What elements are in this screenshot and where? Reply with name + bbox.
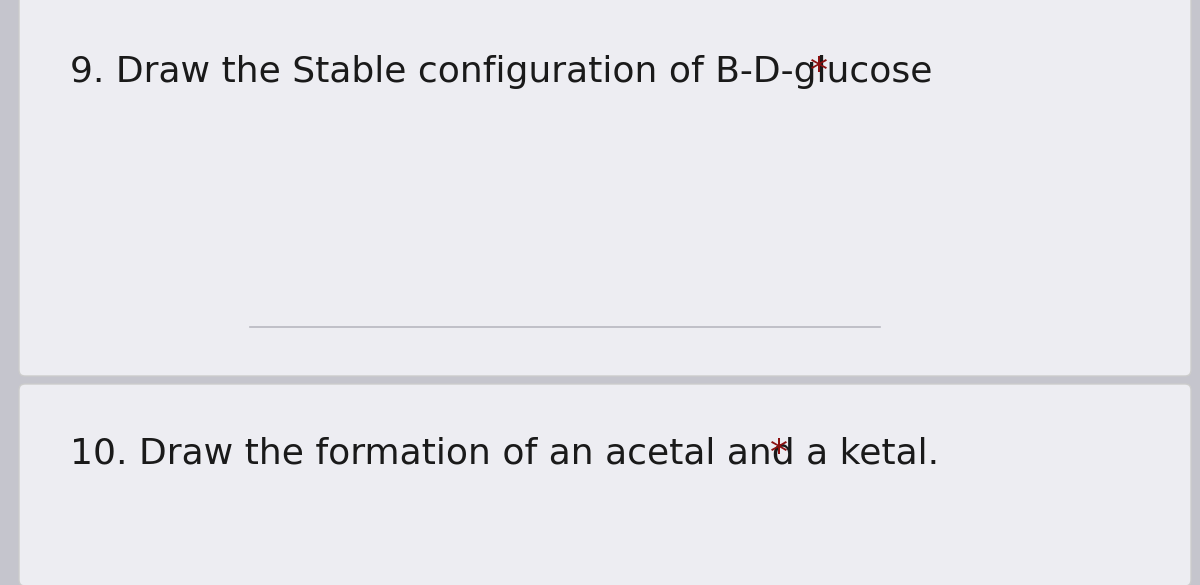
Text: *: * bbox=[770, 437, 788, 471]
Text: 9. Draw the Stable configuration of B-D-glucose *: 9. Draw the Stable configuration of B-D-… bbox=[70, 55, 962, 89]
Text: 10. Draw the formation of an acetal and a ketal.: 10. Draw the formation of an acetal and … bbox=[70, 437, 950, 471]
FancyBboxPatch shape bbox=[19, 0, 1190, 376]
Text: 9. Draw the Stable configuration of B-D-glucose: 9. Draw the Stable configuration of B-D-… bbox=[70, 55, 932, 89]
FancyBboxPatch shape bbox=[19, 384, 1190, 585]
Text: *: * bbox=[810, 55, 828, 89]
